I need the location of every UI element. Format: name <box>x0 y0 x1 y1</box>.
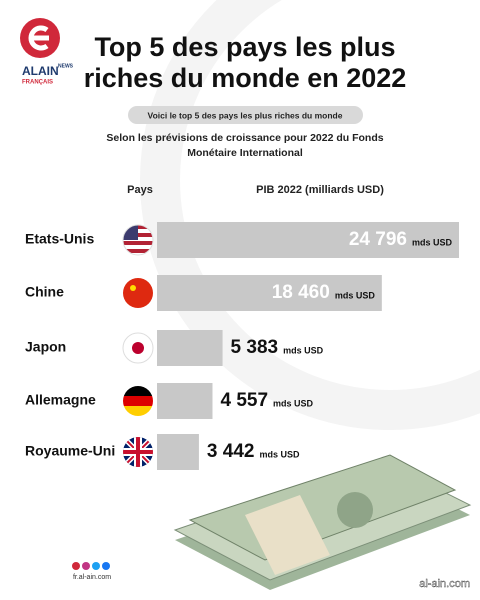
social-icon[interactable] <box>92 562 100 570</box>
subtitle-pill <box>128 106 363 124</box>
bar <box>157 275 382 311</box>
flag-japan <box>122 332 154 364</box>
value-header: PIB 2022 (milliards USD) <box>256 184 384 196</box>
logo-mark <box>28 25 49 51</box>
value-label: 5 383 <box>231 337 279 358</box>
value-label: 18 460 <box>272 282 330 303</box>
unit-label: mds USD <box>273 398 314 408</box>
logo-edition: FRANÇAIS <box>22 80 53 86</box>
category-header: Pays <box>127 184 153 196</box>
note: Selon les prévisions de croissance pour … <box>106 132 384 159</box>
flag-us <box>122 224 154 256</box>
value-label: 24 796 <box>349 229 407 250</box>
flag-germany <box>123 386 153 416</box>
category-label: Allemagne <box>25 392 96 408</box>
logo-tag: NEWS <box>58 63 74 69</box>
subtitle: Voici le top 5 des pays les plus riches … <box>148 110 343 120</box>
social-icon[interactable] <box>72 562 80 570</box>
value-label: 4 557 <box>221 390 269 411</box>
bar <box>157 383 213 419</box>
title: Top 5 des pays les plus riches du monde … <box>83 32 407 93</box>
unit-label: mds USD <box>335 290 376 300</box>
flag-uk <box>123 437 153 467</box>
category-label: Etats-Unis <box>25 231 94 247</box>
bar <box>157 434 199 470</box>
watermark: al-ain.com <box>419 578 470 590</box>
money-illustration <box>173 454 472 590</box>
flag-china <box>123 278 153 308</box>
logo-brand: ALAIN <box>22 64 59 78</box>
unit-label: mds USD <box>412 237 453 247</box>
bar <box>157 222 459 258</box>
background-ring <box>140 0 480 430</box>
social-icon[interactable] <box>102 562 110 570</box>
value-label: 3 442 <box>207 441 255 462</box>
footer-site[interactable]: fr.al-ain.com <box>73 574 111 581</box>
category-label: Royaume-Uni <box>25 443 115 459</box>
unit-label: mds USD <box>283 345 324 355</box>
bar <box>157 330 223 366</box>
social-icon[interactable] <box>82 562 90 570</box>
category-label: Japon <box>25 339 66 355</box>
unit-label: mds USD <box>259 449 300 459</box>
category-label: Chine <box>25 284 64 300</box>
